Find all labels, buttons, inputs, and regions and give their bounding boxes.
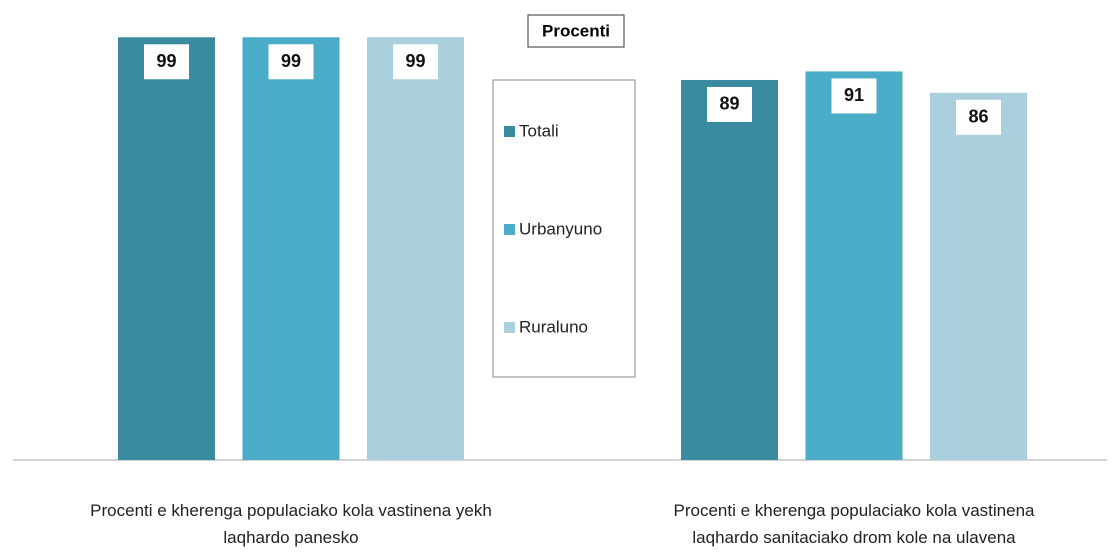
value-label: 91 xyxy=(844,85,864,105)
value-label-box xyxy=(268,44,314,80)
value-label: 99 xyxy=(156,51,176,71)
value-label-box xyxy=(707,86,752,122)
bar xyxy=(367,37,464,461)
title-box xyxy=(527,14,625,48)
legend-swatch xyxy=(504,322,515,333)
bar xyxy=(242,37,340,461)
x-tick-label: Procenti e kherenga populaciako kola vas… xyxy=(90,501,492,547)
legend-label: Ruraluno xyxy=(519,317,588,336)
value-label-box xyxy=(831,78,877,114)
legend-swatch xyxy=(504,126,515,137)
bar xyxy=(805,71,903,461)
value-label: 99 xyxy=(281,51,301,71)
legend-swatch xyxy=(504,224,515,235)
bar xyxy=(681,79,778,460)
value-label-box xyxy=(956,99,1001,135)
chart-title: Procenti xyxy=(542,21,610,40)
bar xyxy=(118,37,215,461)
x-tick-label: Procenti e kherenga populaciako kola vas… xyxy=(673,501,1035,547)
bar xyxy=(930,92,1027,460)
value-label: 99 xyxy=(405,51,425,71)
legend-box xyxy=(492,79,636,378)
value-label: 86 xyxy=(968,107,988,127)
value-label-box xyxy=(393,44,438,80)
legend-label: Urbanyuno xyxy=(519,219,602,238)
value-label-box xyxy=(144,44,189,80)
value-label: 89 xyxy=(719,94,739,114)
legend-label: Totali xyxy=(519,121,559,140)
